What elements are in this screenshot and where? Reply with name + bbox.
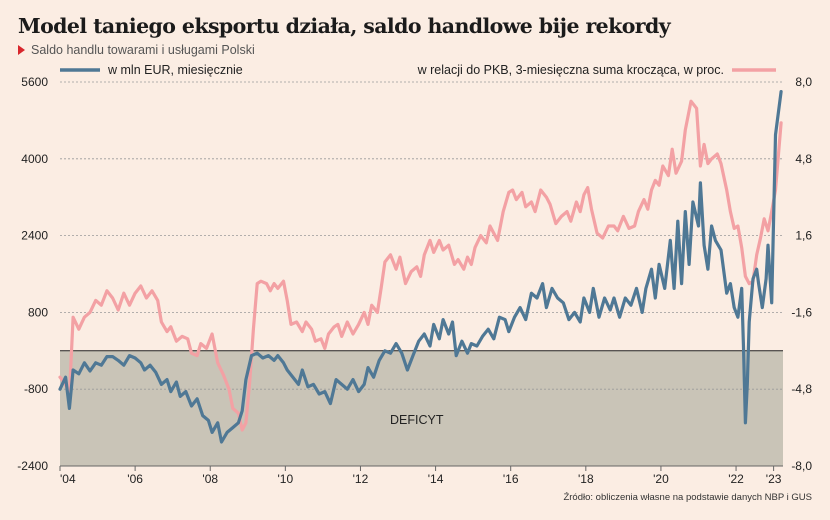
- left-tick-label: 2400: [21, 229, 48, 243]
- chart-subtitle: Saldo handlu towarami i usługami Polski: [18, 43, 255, 57]
- left-tick-label: 800: [28, 305, 48, 319]
- right-tick-label: 1,6: [795, 229, 812, 243]
- deficit-label: DEFICYT: [390, 413, 444, 427]
- left-tick-label: -800: [24, 382, 48, 396]
- legend-label-gdp: w relacji do PKB, 3-miesięczna suma kroc…: [417, 63, 724, 77]
- subtitle-text: Saldo handlu towarami i usługami Polski: [31, 43, 255, 57]
- left-tick-label: 5600: [21, 75, 48, 89]
- right-tick-label: 4,8: [795, 152, 812, 166]
- x-tick-label: '18: [578, 472, 594, 486]
- x-tick-label: '06: [127, 472, 143, 486]
- x-tick-label: '20: [653, 472, 669, 486]
- subtitle-marker-icon: [18, 45, 25, 55]
- x-tick-label: '23: [766, 472, 782, 486]
- right-tick-label: -1,6: [791, 305, 812, 319]
- right-tick-label: 8,0: [795, 75, 812, 89]
- right-tick-label: -8,0: [791, 459, 812, 473]
- legend-label-eur: w mln EUR, miesięcznie: [107, 63, 243, 77]
- gridlines: [60, 81, 783, 390]
- x-tick-label: '04: [60, 472, 76, 486]
- left-tick-label: -2400: [17, 459, 48, 473]
- x-tick-label: '08: [202, 472, 218, 486]
- x-tick-label: '14: [428, 472, 444, 486]
- x-tick-label: '12: [353, 472, 369, 486]
- x-tick-label: '22: [728, 472, 744, 486]
- series-layer: [58, 90, 783, 444]
- left-axis-ticks: 5600 4000 2400 800 -800 -2400: [17, 75, 48, 473]
- left-tick-label: 4000: [21, 152, 48, 166]
- x-tick-label: '16: [503, 472, 519, 486]
- x-axis-ticks: '04 '06 '08 '10 '12 '14 '16 '18 '20 '22 '23: [59, 466, 782, 486]
- legend: w mln EUR, miesięcznie w relacji do PKB,…: [60, 63, 776, 77]
- x-tick-label: '10: [278, 472, 294, 486]
- source-note: Źródło: obliczenia własne na podstawie d…: [563, 492, 812, 503]
- deficit-area: [60, 350, 783, 466]
- chart-title: Model taniego eksportu działa, saldo han…: [18, 14, 671, 38]
- right-tick-label: -4,8: [791, 382, 812, 396]
- series-line-eur: [58, 90, 783, 444]
- series-line-gdp: [58, 99, 783, 432]
- right-axis-ticks: 8,0 4,8 1,6 -1,6 -4,8 -8,0: [791, 75, 812, 473]
